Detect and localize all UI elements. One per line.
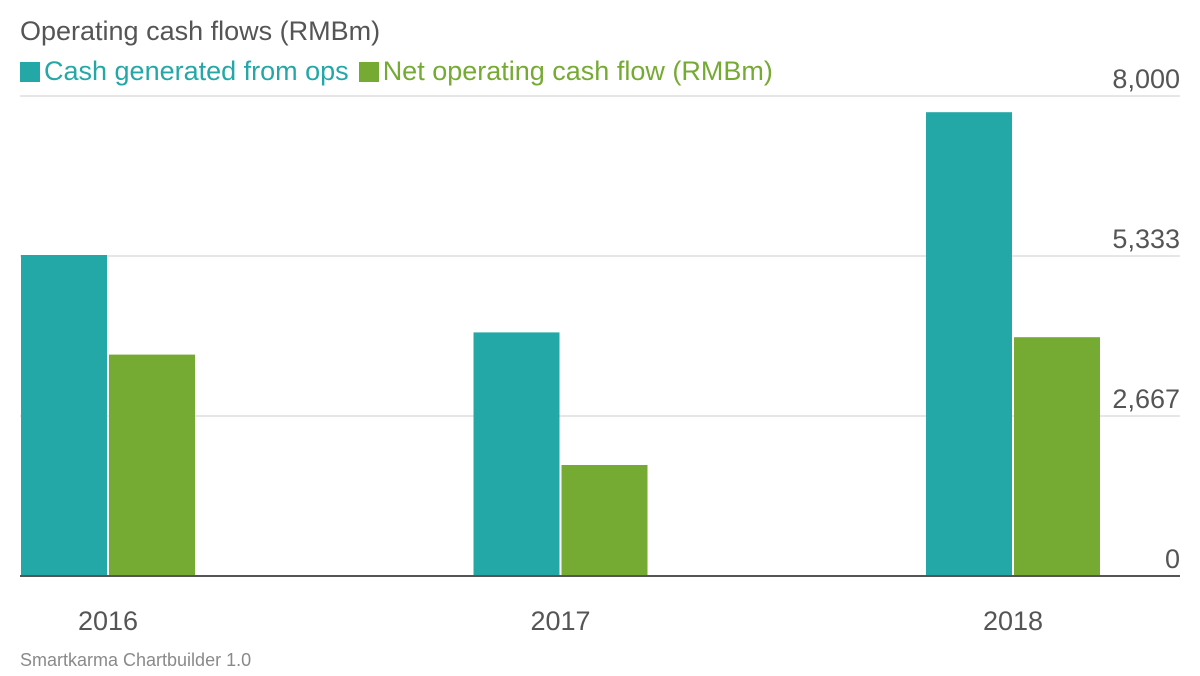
bars bbox=[21, 112, 1100, 576]
bar-2018-series-0 bbox=[926, 112, 1012, 576]
legend-item-series-1: Net operating cash flow (RMBm) bbox=[358, 56, 773, 87]
bar-2017-series-0 bbox=[473, 332, 560, 576]
legend-label-series-1: Net operating cash flow (RMBm) bbox=[382, 56, 773, 86]
footer-credit: Smartkarma Chartbuilder 1.0 bbox=[20, 650, 252, 670]
y-tick-label-3: 8,000 bbox=[1112, 64, 1180, 94]
bar-2017-series-1 bbox=[561, 465, 648, 576]
bar-2016-series-1 bbox=[109, 354, 195, 576]
y-tick-label-0: 0 bbox=[1165, 544, 1180, 574]
x-tick-label-2: 2018 bbox=[983, 606, 1043, 636]
x-tick-label-0: 2016 bbox=[78, 606, 138, 636]
bar-2018-series-1 bbox=[1014, 337, 1100, 576]
legend-swatch-series-0 bbox=[20, 61, 40, 82]
legend-label-series-0: Cash generated from ops bbox=[44, 56, 349, 86]
x-tick-label-1: 2017 bbox=[530, 606, 590, 636]
axes: 0 2,667 5,333 8,000 2016 2017 2018 bbox=[20, 64, 1180, 636]
y-tick-label-2: 5,333 bbox=[1112, 224, 1180, 254]
chart-legend: Cash generated from ops Net operating ca… bbox=[20, 56, 783, 87]
legend-swatch-series-1 bbox=[358, 61, 379, 82]
y-tick-label-1: 2,667 bbox=[1112, 384, 1180, 414]
chart-title: Operating cash flows (RMBm) bbox=[20, 16, 381, 46]
legend-item-series-0: Cash generated from ops bbox=[20, 56, 349, 87]
bar-2016-series-0 bbox=[21, 255, 107, 576]
